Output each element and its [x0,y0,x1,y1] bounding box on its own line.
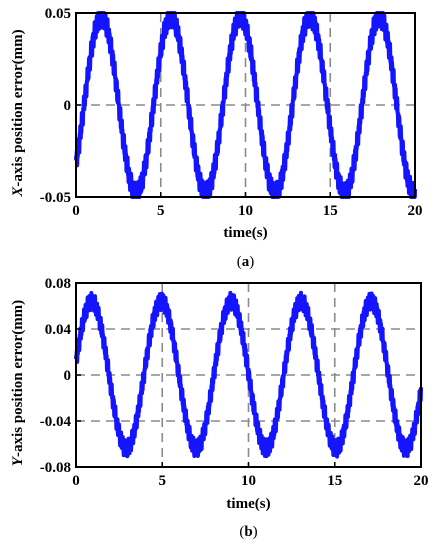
caption-open: ( [239,524,244,540]
series-line [74,290,423,459]
caption-letter: b [244,524,252,540]
x-tick-label: 20 [414,473,429,489]
y-tick-label: 0.08 [45,276,71,292]
x-tick-label: 5 [159,473,167,489]
y-axis-label: X-axis position error(mm) [10,29,26,197]
y-tick-label: -0.05 [40,190,71,206]
x-tick-label: 20 [408,203,423,219]
caption-open: ( [237,254,242,270]
x-axis-label: time(s) [223,225,267,241]
y-tick-label: 0 [64,98,72,114]
x-tick-label: 10 [241,473,256,489]
caption-close: ) [249,254,254,270]
y-axis-label-rest: -axis position error(mm) [10,300,26,457]
y-tick-label: -0.08 [40,460,71,476]
panel-caption: (a) [237,254,255,270]
chart-panel-b: 0 5 10 15 20 -0.08 -0.04 0 0.04 0.08 time(s) Y-axis… [10,276,429,540]
panel-caption: (b) [239,524,257,540]
y-tick-label: 0.05 [45,6,71,22]
x-tick-label: 0 [72,473,80,489]
y-tick-label: -0.04 [40,414,72,430]
x-tick-label: 15 [327,473,342,489]
y-axis-label-italic: X [10,186,26,198]
y-axis-label-rest: -axis position error(mm) [10,29,26,186]
y-axis-label: Y-axis position error(mm) [10,300,26,466]
caption-letter: a [242,254,250,270]
series-line [74,11,417,199]
x-axis-label: time(s) [226,496,270,512]
y-axis-label-italic: Y [10,455,26,466]
x-tick-label: 15 [323,203,338,219]
y-tick-label: 0 [64,368,72,384]
x-tick-label: 0 [72,203,80,219]
y-tick-label: 0.04 [45,322,72,338]
x-tick-label: 5 [157,203,165,219]
caption-close: ) [253,524,258,540]
x-tick-label: 10 [238,203,253,219]
